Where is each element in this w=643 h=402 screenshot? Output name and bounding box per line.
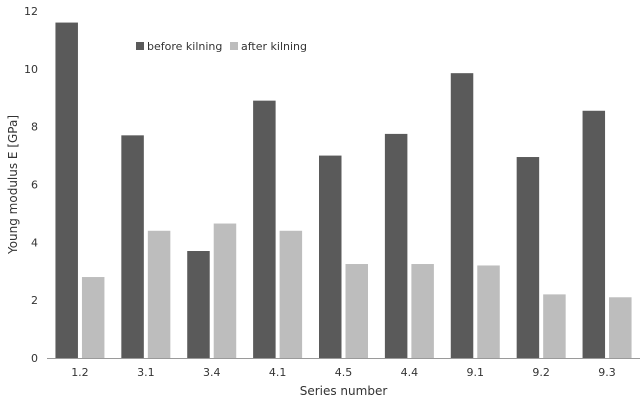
bar-after-kilning-1.2 — [81, 277, 105, 358]
x-tick-label: 1.2 — [71, 366, 89, 379]
legend: before kilning after kilning — [136, 40, 307, 53]
bar-after-kilning-9.2 — [543, 294, 566, 358]
bar-after-kilning-4.5 — [345, 264, 368, 358]
y-tick-label: 8 — [31, 121, 38, 134]
bar-before-kilning-9.3 — [582, 110, 606, 358]
bar-after-kilning-9.3 — [609, 297, 632, 358]
bar-before-kilning-3.1 — [121, 135, 144, 358]
x-tick-label: 4.1 — [269, 366, 287, 379]
x-tick-label: 4.4 — [401, 366, 419, 379]
bar-after-kilning-4.4 — [411, 264, 434, 358]
bar-series — [55, 22, 632, 359]
bar-before-kilning-9.1 — [450, 73, 474, 358]
bar-after-kilning-4.1 — [279, 230, 303, 358]
x-tick-label: 9.1 — [467, 366, 485, 379]
bar-after-kilning-3.1 — [147, 230, 171, 358]
y-tick-label: 0 — [31, 352, 38, 365]
bar-before-kilning-4.5 — [319, 155, 342, 358]
x-tick-label: 4.5 — [335, 366, 353, 379]
y-tick-label: 4 — [31, 236, 38, 249]
bar-before-kilning-4.1 — [253, 100, 276, 359]
x-axis-ticks: 1.2 3.1 3.4 4.1 4.5 4.4 9.1 9.2 9.3 — [71, 366, 616, 379]
x-tick-label: 9.3 — [598, 366, 616, 379]
x-tick-label: 9.2 — [532, 366, 550, 379]
x-axis-title: Series number — [300, 384, 388, 398]
y-tick-label: 2 — [31, 294, 38, 307]
legend-label-before-kilning: before kilning — [147, 40, 222, 53]
y-axis-ticks: 0 2 4 6 8 10 12 — [24, 5, 38, 365]
legend-swatch-before-kilning — [136, 42, 144, 50]
bar-before-kilning-4.4 — [384, 133, 408, 358]
bar-before-kilning-9.2 — [516, 157, 540, 358]
bar-after-kilning-9.1 — [477, 265, 500, 358]
bar-before-kilning-3.4 — [187, 251, 210, 358]
y-tick-label: 12 — [24, 5, 38, 18]
legend-swatch-after-kilning — [230, 42, 238, 50]
bar-before-kilning-1.2 — [55, 22, 78, 359]
y-tick-label: 6 — [31, 179, 38, 192]
x-tick-label: 3.1 — [137, 366, 155, 379]
y-axis-title: Young modulus E [GPa] — [6, 115, 20, 255]
x-tick-label: 3.4 — [203, 366, 221, 379]
y-tick-label: 10 — [24, 63, 38, 76]
legend-label-after-kilning: after kilning — [241, 40, 307, 53]
bar-after-kilning-3.4 — [213, 223, 237, 358]
